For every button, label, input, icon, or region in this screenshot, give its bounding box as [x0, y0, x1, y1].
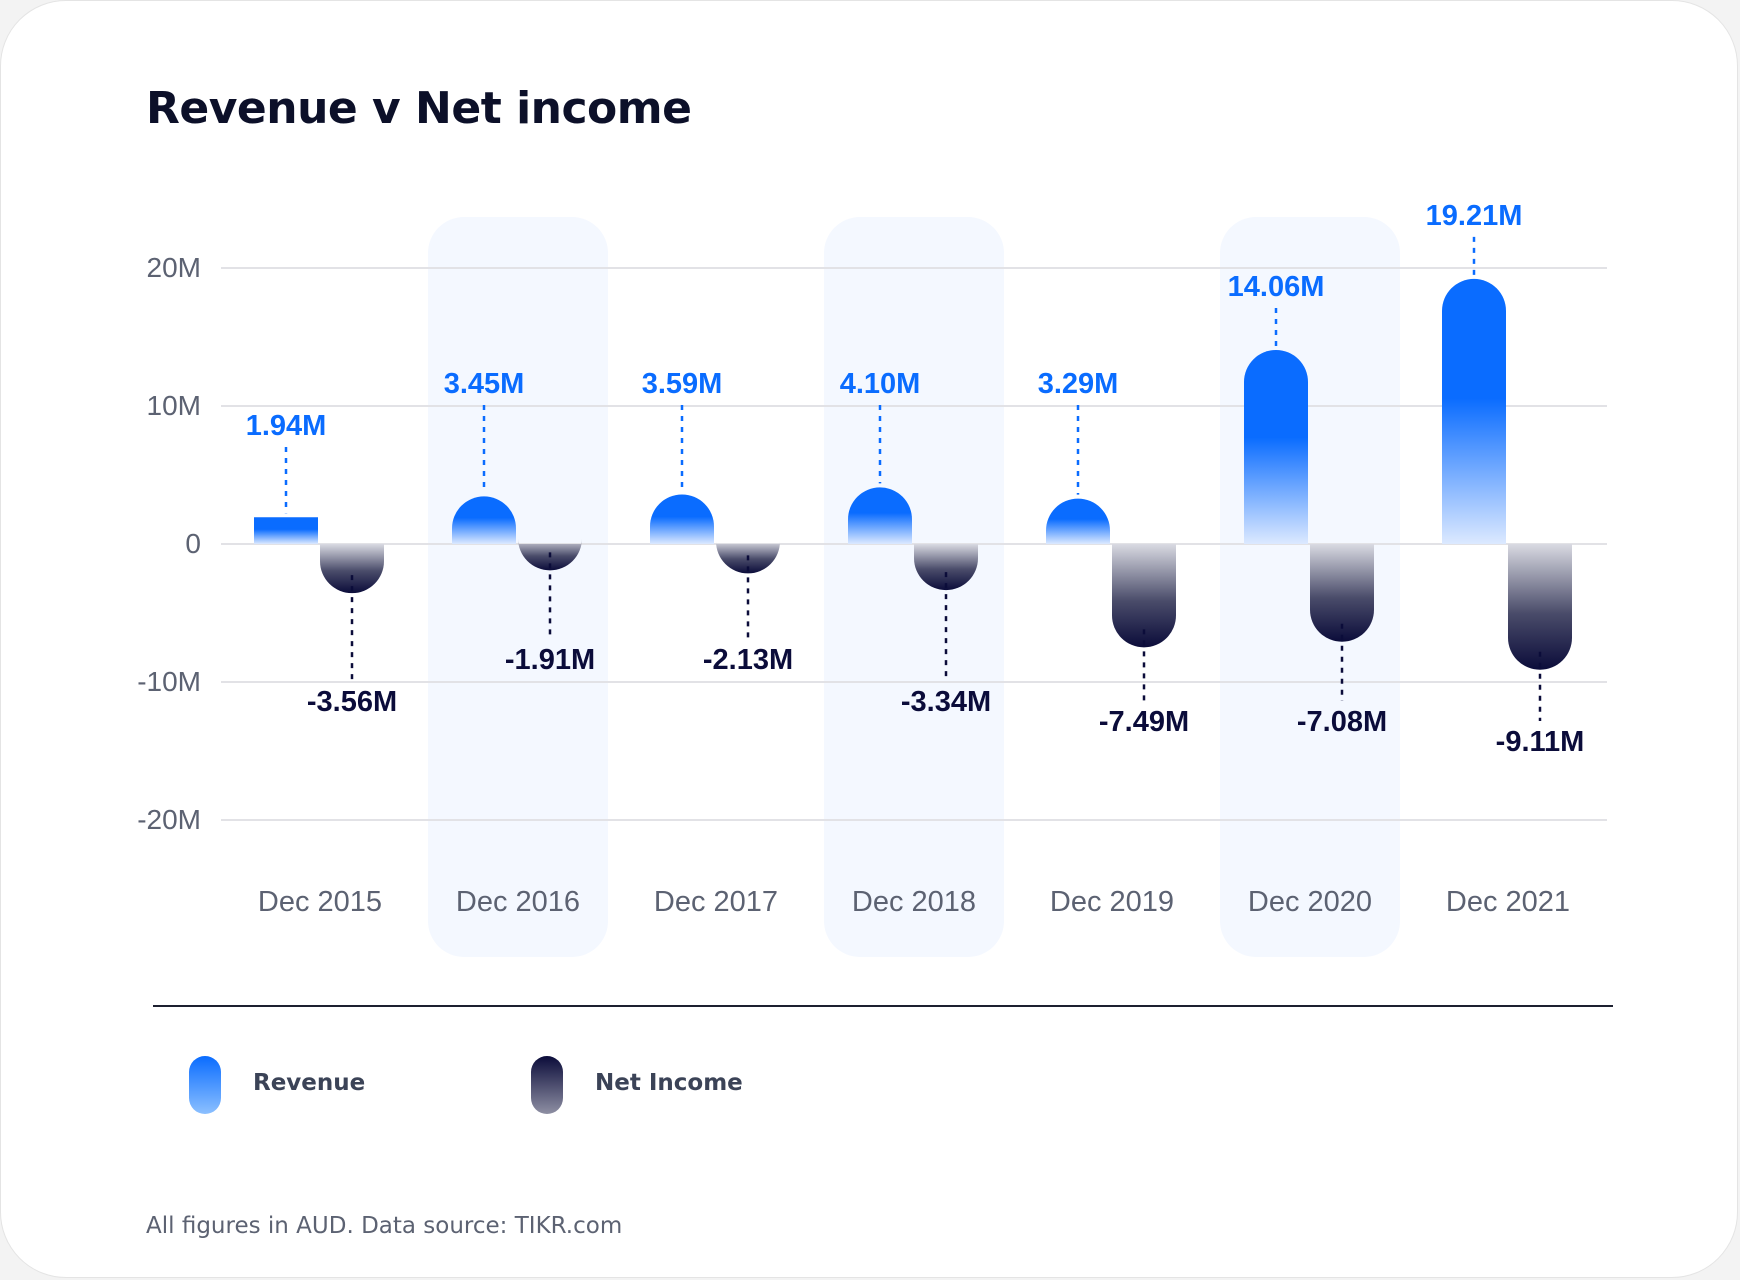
data-label-revenue: 4.10M	[840, 368, 921, 400]
bar-revenue-dec-2019	[1046, 498, 1110, 544]
highlight-column-dec-2018	[824, 217, 1004, 957]
x-tick-label-dec-2021: Dec 2021	[1446, 886, 1570, 918]
highlight-column-dec-2016	[428, 217, 608, 957]
y-tick-label: 10M	[147, 390, 201, 421]
footnote: All figures in AUD. Data source: TIKR.co…	[146, 1213, 623, 1239]
data-label-net-income: -2.13M	[703, 644, 793, 676]
legend-label-net-income: Net Income	[595, 1070, 743, 1096]
data-label-net-income: -3.34M	[901, 686, 991, 718]
data-label-net-income: -3.56M	[307, 686, 397, 718]
bar-revenue-dec-2015	[254, 517, 318, 544]
y-tick-label: -10M	[137, 666, 201, 697]
x-tick-label-dec-2020: Dec 2020	[1248, 886, 1372, 918]
data-label-revenue: 3.45M	[444, 368, 525, 400]
x-tick-label-dec-2018: Dec 2018	[852, 886, 976, 918]
data-label-net-income: -1.91M	[505, 644, 595, 676]
bar-revenue-dec-2017	[650, 494, 714, 544]
bar-net-income-dec-2021	[1508, 544, 1572, 670]
bar-revenue-dec-2021	[1442, 278, 1506, 544]
y-tick-label: 0	[185, 528, 201, 559]
bar-revenue-dec-2016	[452, 496, 516, 544]
data-label-revenue: 14.06M	[1228, 271, 1325, 303]
x-tick-label-dec-2015: Dec 2015	[258, 886, 382, 918]
x-tick-label-dec-2016: Dec 2016	[456, 886, 580, 918]
data-label-revenue: 3.59M	[642, 368, 723, 400]
bar-revenue-dec-2018	[848, 487, 912, 544]
legend-swatch-net-income	[531, 1056, 563, 1114]
legend-label-revenue: Revenue	[253, 1070, 366, 1096]
legend-swatch-revenue	[189, 1056, 221, 1114]
bar-net-income-dec-2019	[1112, 544, 1176, 648]
x-tick-label-dec-2019: Dec 2019	[1050, 886, 1174, 918]
legend-divider	[153, 1005, 1613, 1007]
bar-net-income-dec-2015	[320, 544, 384, 594]
x-tick-label-dec-2017: Dec 2017	[654, 886, 778, 918]
data-label-net-income: -7.08M	[1297, 706, 1387, 738]
chart-title: Revenue v Net income	[146, 83, 692, 134]
data-label-revenue: 3.29M	[1038, 368, 1119, 400]
bar-chart: 20M 10M 0 -10M -20M 1.94M -3.56M 3.45M -1.91M 3.…	[137, 200, 1607, 957]
bar-net-income-dec-2020	[1310, 544, 1374, 642]
data-label-revenue: 19.21M	[1426, 200, 1523, 232]
y-tick-label: 20M	[147, 252, 201, 283]
y-tick-label: -20M	[137, 804, 201, 835]
bar-revenue-dec-2020	[1244, 349, 1308, 544]
data-label-revenue: 1.94M	[246, 410, 327, 442]
data-label-net-income: -7.49M	[1099, 706, 1189, 738]
bar-net-income-dec-2018	[914, 544, 978, 591]
data-label-net-income: -9.11M	[1496, 726, 1585, 758]
